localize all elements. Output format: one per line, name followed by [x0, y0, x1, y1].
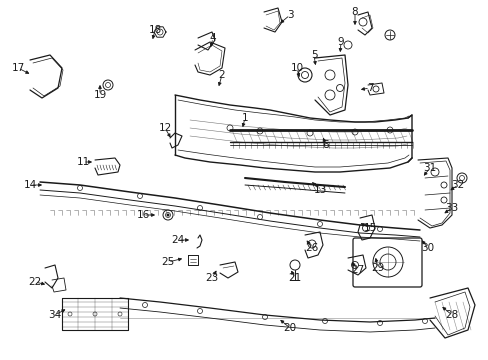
- Text: 8: 8: [351, 7, 358, 17]
- Text: 26: 26: [305, 243, 318, 253]
- Text: 33: 33: [445, 203, 458, 213]
- Text: 21: 21: [288, 273, 301, 283]
- Text: 6: 6: [322, 140, 328, 150]
- Text: 13: 13: [313, 185, 326, 195]
- Circle shape: [166, 213, 169, 216]
- Text: 1: 1: [241, 113, 248, 123]
- Circle shape: [459, 175, 464, 180]
- Text: 11: 11: [76, 157, 89, 167]
- Text: 25: 25: [161, 257, 174, 267]
- Text: 30: 30: [421, 243, 434, 253]
- Text: 9: 9: [337, 37, 344, 47]
- Text: 31: 31: [423, 163, 436, 173]
- Text: 20: 20: [283, 323, 296, 333]
- Text: 34: 34: [48, 310, 61, 320]
- Text: 29: 29: [370, 263, 384, 273]
- Text: 12: 12: [158, 123, 171, 133]
- Text: 23: 23: [205, 273, 218, 283]
- Text: 27: 27: [351, 265, 364, 275]
- Text: 19: 19: [93, 90, 106, 100]
- Text: 24: 24: [171, 235, 184, 245]
- Text: 7: 7: [366, 83, 372, 93]
- Text: 10: 10: [290, 63, 303, 73]
- Circle shape: [301, 72, 308, 78]
- Text: 15: 15: [363, 223, 376, 233]
- Text: 17: 17: [11, 63, 24, 73]
- Text: 28: 28: [445, 310, 458, 320]
- Text: 16: 16: [136, 210, 149, 220]
- Text: 18: 18: [148, 25, 162, 35]
- Text: 3: 3: [286, 10, 293, 20]
- Text: 5: 5: [310, 50, 317, 60]
- Text: 32: 32: [450, 180, 464, 190]
- Text: 14: 14: [23, 180, 37, 190]
- Text: 4: 4: [209, 33, 216, 43]
- Circle shape: [165, 212, 170, 217]
- Text: 22: 22: [28, 277, 41, 287]
- Text: 2: 2: [218, 70, 225, 80]
